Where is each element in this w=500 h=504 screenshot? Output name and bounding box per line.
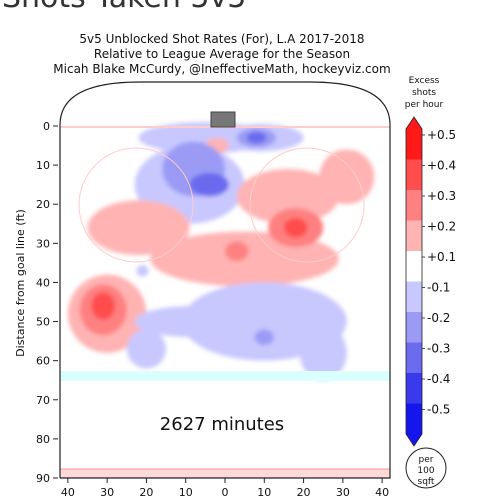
y-tick-label-4: 40	[36, 276, 50, 289]
heat-region-pos-10	[132, 200, 145, 209]
y-tick-label-9: 90	[36, 472, 50, 485]
heat-region-neg-24	[246, 131, 267, 144]
colorbar-label-7: -0.3	[427, 342, 450, 356]
heat-region-neg-15	[299, 325, 347, 381]
colorbar-segment-8	[406, 373, 422, 404]
heat-region-neg-16	[136, 264, 149, 277]
chart-title-line-3: Micah Blake McCurdy, @IneffectiveMath, h…	[53, 62, 390, 76]
y-tick-label-0: 0	[43, 120, 50, 133]
colorbar-label-5: -0.1	[427, 281, 450, 295]
x-tick-label-7: 30	[336, 486, 350, 499]
colorbar-max-arrow	[406, 117, 422, 129]
y-tick-label-3: 30	[36, 237, 50, 250]
colorbar-label-1: +0.4	[427, 159, 456, 173]
colorbar: +0.5 +0.4 +0.3 +0.2 +0.1 -0.1 -0.2 -0.3 -0.4 -0.5	[405, 116, 456, 447]
colorbar-label-4: +0.1	[427, 250, 456, 264]
x-axis: 40 30 20 10 0 10 20 30 40	[61, 478, 389, 499]
unit-line-2: 100	[417, 466, 434, 476]
heat-region-pos-25	[91, 292, 115, 320]
colorbar-segment-3	[406, 220, 422, 252]
blue-line	[60, 371, 390, 381]
colorbar-segment-6	[406, 312, 422, 343]
colorbar-label-0: +0.5	[427, 128, 456, 142]
faceoff-circle-left	[78, 147, 194, 263]
colorbar-label-2: +0.3	[427, 189, 456, 203]
y-axis-label: Distance from goal line (ft)	[14, 209, 27, 357]
y-tick-label-5: 50	[36, 316, 50, 329]
chart-title-line-1: 5v5 Unblocked Shot Rates (For), L.A 2017…	[79, 32, 364, 46]
heat-region-pos-26	[283, 217, 308, 238]
x-tick-label-1: 30	[100, 486, 114, 499]
colorbar-segment-2	[406, 190, 422, 221]
x-tick-label-3: 10	[179, 486, 193, 499]
page-heading: Shots Taken 5v5	[2, 0, 246, 15]
heat-region-neg-23	[189, 172, 229, 197]
rink-boards	[59, 81, 391, 479]
y-tick-label-8: 80	[36, 433, 50, 446]
y-tick-label-1: 10	[36, 159, 50, 172]
y-axis: 0 10 20 30 40 50 60 70 80 90	[36, 120, 58, 485]
colorbar-segment-7	[406, 342, 422, 374]
colorbar-segment-9	[406, 403, 422, 435]
colorbar-segment-5	[406, 281, 422, 313]
y-tick-label-6: 60	[36, 355, 50, 368]
colorbar-title-line-2: shots	[412, 88, 436, 98]
center-red-line	[60, 469, 390, 478]
colorbar-segment-1	[406, 159, 422, 191]
minutes-annotation: 2627 minutes	[160, 414, 284, 435]
colorbar-label-3: +0.2	[427, 220, 456, 234]
goal-net	[210, 111, 236, 128]
heat-region-pos-5	[87, 200, 190, 256]
rink-surface	[60, 82, 390, 478]
y-tick-label-2: 20	[36, 198, 50, 211]
heat-region-pos-21	[225, 241, 249, 261]
x-tick-label-2: 20	[139, 486, 153, 499]
x-tick-label-5: 10	[257, 486, 271, 499]
heat-region-neg-22	[254, 329, 275, 346]
faceoff-circle-right	[249, 147, 365, 263]
x-tick-label-8: 40	[375, 486, 389, 499]
colorbar-label-6: -0.2	[427, 311, 450, 325]
colorbar-segment-4	[406, 251, 422, 282]
colorbar-min-arrow	[406, 434, 422, 446]
unit-line-3: sqft	[418, 477, 435, 487]
heat-region-neg-13	[134, 305, 253, 338]
heat-region-pos-11	[305, 200, 318, 209]
heat-region-neg-14	[126, 329, 167, 369]
colorbar-label-8: -0.4	[427, 372, 450, 386]
x-tick-label-6: 20	[297, 486, 311, 499]
x-tick-label-0: 40	[61, 486, 75, 499]
chart-title-line-2: Relative to League Average for the Seaso…	[94, 47, 350, 61]
heat-region-pos-7	[236, 169, 339, 224]
heat-region-pos-9	[319, 149, 375, 205]
y-tick-label-7: 70	[36, 394, 50, 407]
unit-line-1: per	[419, 455, 434, 465]
colorbar-outline	[405, 116, 423, 447]
colorbar-label-9: -0.5	[427, 403, 450, 417]
colorbar-title-line-3: per hour	[405, 100, 444, 110]
unit-badge	[405, 447, 447, 489]
colorbar-title-line-1: Excess	[409, 76, 440, 86]
heatmap-layer	[67, 122, 375, 381]
colorbar-segment-0	[406, 129, 422, 160]
x-tick-label-4: 0	[222, 486, 229, 499]
